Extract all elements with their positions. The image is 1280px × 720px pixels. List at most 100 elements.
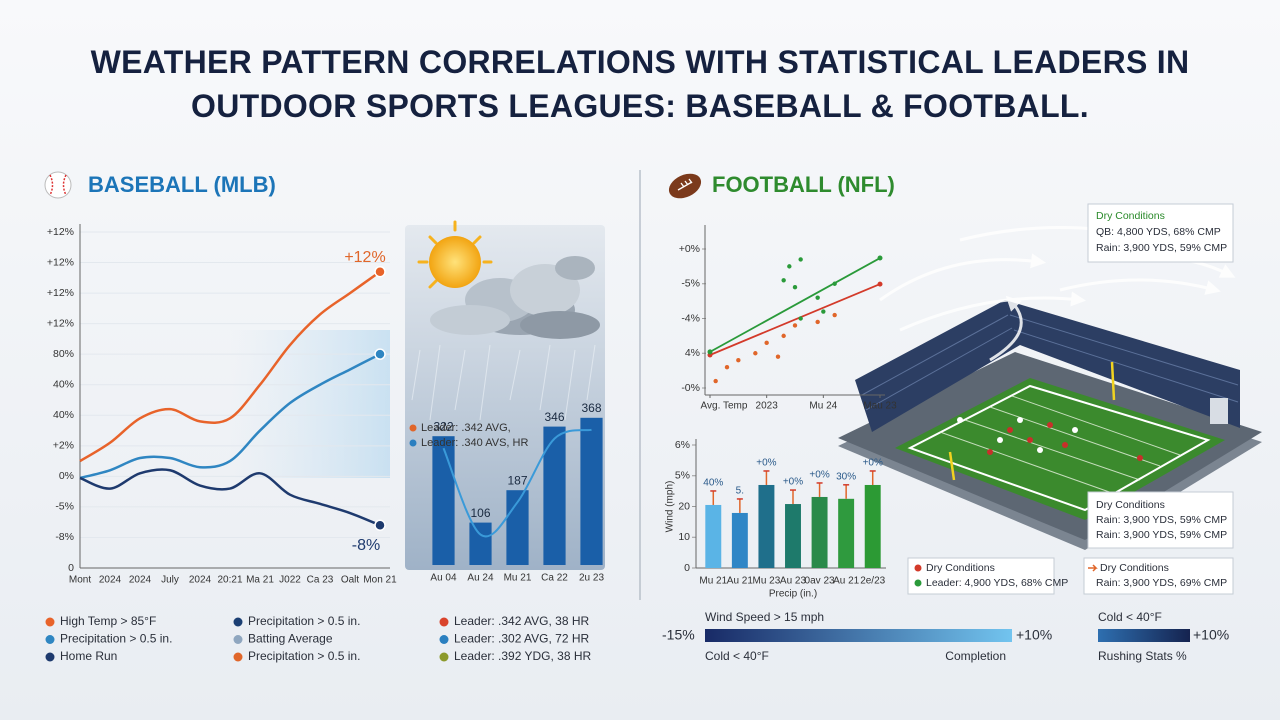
legend-swatch bbox=[914, 579, 922, 587]
scatter-point bbox=[832, 281, 837, 286]
x-tick-label: Au 21 bbox=[727, 576, 754, 587]
line-series bbox=[79, 468, 381, 527]
scatter-point bbox=[736, 358, 741, 363]
legend-label: Precipitation > 0.5 in. bbox=[248, 614, 360, 628]
legend-swatch bbox=[233, 617, 243, 627]
bar-label: 40% bbox=[703, 478, 723, 489]
legend-swatch bbox=[409, 424, 417, 432]
scatter-point bbox=[798, 316, 803, 321]
bar bbox=[469, 522, 492, 565]
y-tick-label: 0 bbox=[684, 562, 690, 574]
bar-label: +0% bbox=[809, 470, 829, 481]
legend-swatch bbox=[45, 652, 55, 662]
y-tick-label: 40% bbox=[53, 379, 74, 391]
bar bbox=[580, 417, 603, 565]
scale-text: Completion bbox=[945, 649, 1006, 663]
line-series bbox=[79, 270, 381, 463]
bar bbox=[758, 484, 775, 568]
scatter-point bbox=[781, 278, 786, 283]
x-tick-label: Mu 21 bbox=[699, 576, 727, 587]
callout-text: Rain: 3,900 YDS, 59% CMP bbox=[1096, 514, 1227, 526]
legend-label: Batting Average bbox=[248, 632, 333, 646]
y-tick-label: 4% bbox=[685, 347, 700, 359]
bar-label: 30% bbox=[836, 471, 856, 482]
bar bbox=[811, 496, 828, 568]
scale-min: -15% bbox=[662, 627, 695, 643]
x-tick-label: 2024 bbox=[189, 575, 212, 586]
legend-label: Leader: .342 AVG, bbox=[421, 422, 511, 434]
scatter-point bbox=[781, 333, 786, 339]
legend-swatch bbox=[233, 652, 243, 662]
x-tick-label: 2024 bbox=[99, 575, 122, 586]
y-tick-label: 20 bbox=[678, 500, 690, 512]
scatter-point bbox=[821, 309, 826, 314]
callout-text: Rain: 3,900 YDS, 59% CMP bbox=[1096, 242, 1227, 254]
y-tick-label: -0% bbox=[681, 382, 700, 394]
callout: Dry Conditions Rain: 3,900 YDS, 59% CMP … bbox=[1087, 491, 1234, 549]
legend-swatch bbox=[45, 617, 55, 627]
y-tick-label: 5% bbox=[675, 470, 690, 482]
scatter-point bbox=[798, 257, 803, 262]
y-tick-label: 0% bbox=[59, 470, 74, 482]
y-tick-label: +12% bbox=[47, 287, 74, 299]
scatter-point bbox=[815, 295, 820, 300]
value-label: 106 bbox=[470, 506, 490, 520]
legend-label: Leader: .302 AVG, 72 HR bbox=[454, 632, 590, 646]
annotation: +12% bbox=[344, 249, 385, 266]
y-tick-label: -8% bbox=[55, 531, 74, 543]
bar-label: +0% bbox=[783, 477, 803, 488]
callout-title: Dry Conditions bbox=[1096, 499, 1165, 511]
legend-swatch bbox=[409, 439, 417, 447]
page-title: WEATHER PATTERN CORRELATIONS WITH STATIS… bbox=[90, 44, 1190, 124]
x-tick-label: 2e/23 bbox=[860, 576, 885, 587]
scale-max: +10% bbox=[1016, 627, 1052, 643]
line-vertex bbox=[707, 349, 713, 355]
legend-label: Leader: .392 YDG, 38 HR bbox=[454, 649, 592, 663]
y-tick-label: -5% bbox=[55, 501, 74, 513]
x-tick-label: Mu 24 bbox=[809, 401, 837, 412]
legend-label: Home Run bbox=[60, 649, 117, 663]
callout-title: Dry Conditions bbox=[1100, 562, 1169, 574]
x-tick-label: 2024 bbox=[129, 575, 152, 586]
baseball-heading: BASEBALL (MLB) bbox=[88, 172, 276, 197]
value-label: 346 bbox=[544, 410, 564, 424]
callout: Dry Conditions QB: 4,800 YDS, 68% CMP Ra… bbox=[1087, 203, 1234, 263]
y-tick-label: 40% bbox=[53, 409, 74, 421]
y-tick-label: +12% bbox=[47, 256, 74, 268]
scatter-point bbox=[775, 354, 781, 359]
x-tick-label: Mont bbox=[69, 575, 91, 586]
x-tick-label: 20:21 bbox=[217, 575, 242, 586]
legend-label: Leader: 4,900 YDS, 68% CMP bbox=[926, 577, 1068, 589]
line-series bbox=[709, 283, 881, 356]
football-icon bbox=[668, 173, 702, 199]
y-tick-label: 10 bbox=[678, 531, 690, 543]
scatter-point bbox=[832, 312, 837, 318]
callout: Dry Conditions Rain: 3,900 YDS, 69% CMP bbox=[1083, 557, 1234, 595]
legend-label: Leader: .340 AVS, HR bbox=[421, 437, 528, 449]
legend-label: Precipitation > 0.5 in. bbox=[248, 649, 360, 663]
scale-label: Cold < 40°F bbox=[1098, 610, 1162, 624]
end-point bbox=[374, 519, 386, 531]
bar bbox=[432, 436, 455, 565]
x-tick-label: Au 23 bbox=[780, 576, 807, 587]
y-tick-label: +12% bbox=[47, 317, 74, 329]
x-tick-label: Avg. Temp bbox=[701, 401, 748, 412]
legend-label: Dry Conditions bbox=[926, 562, 995, 574]
y-tick-label: +0% bbox=[679, 243, 700, 255]
scale-text: Rushing Stats % bbox=[1098, 649, 1187, 663]
y-tick-label: 80% bbox=[53, 348, 74, 360]
baseball-icon bbox=[44, 171, 72, 199]
bar bbox=[864, 484, 881, 568]
callout-title: Dry Conditions bbox=[1096, 210, 1165, 222]
scale-max: +10% bbox=[1193, 627, 1229, 643]
scale-text: Cold < 40°F bbox=[705, 649, 769, 663]
line-series bbox=[709, 257, 881, 353]
y-tick-label: +12% bbox=[47, 226, 74, 238]
legend-swatch bbox=[439, 652, 449, 662]
bar bbox=[838, 498, 855, 568]
x-tick-label: Mon 21 bbox=[363, 575, 397, 586]
legend-box bbox=[907, 557, 1055, 595]
x-tick-label: 2023 bbox=[756, 401, 779, 412]
scatter-point bbox=[792, 323, 798, 328]
